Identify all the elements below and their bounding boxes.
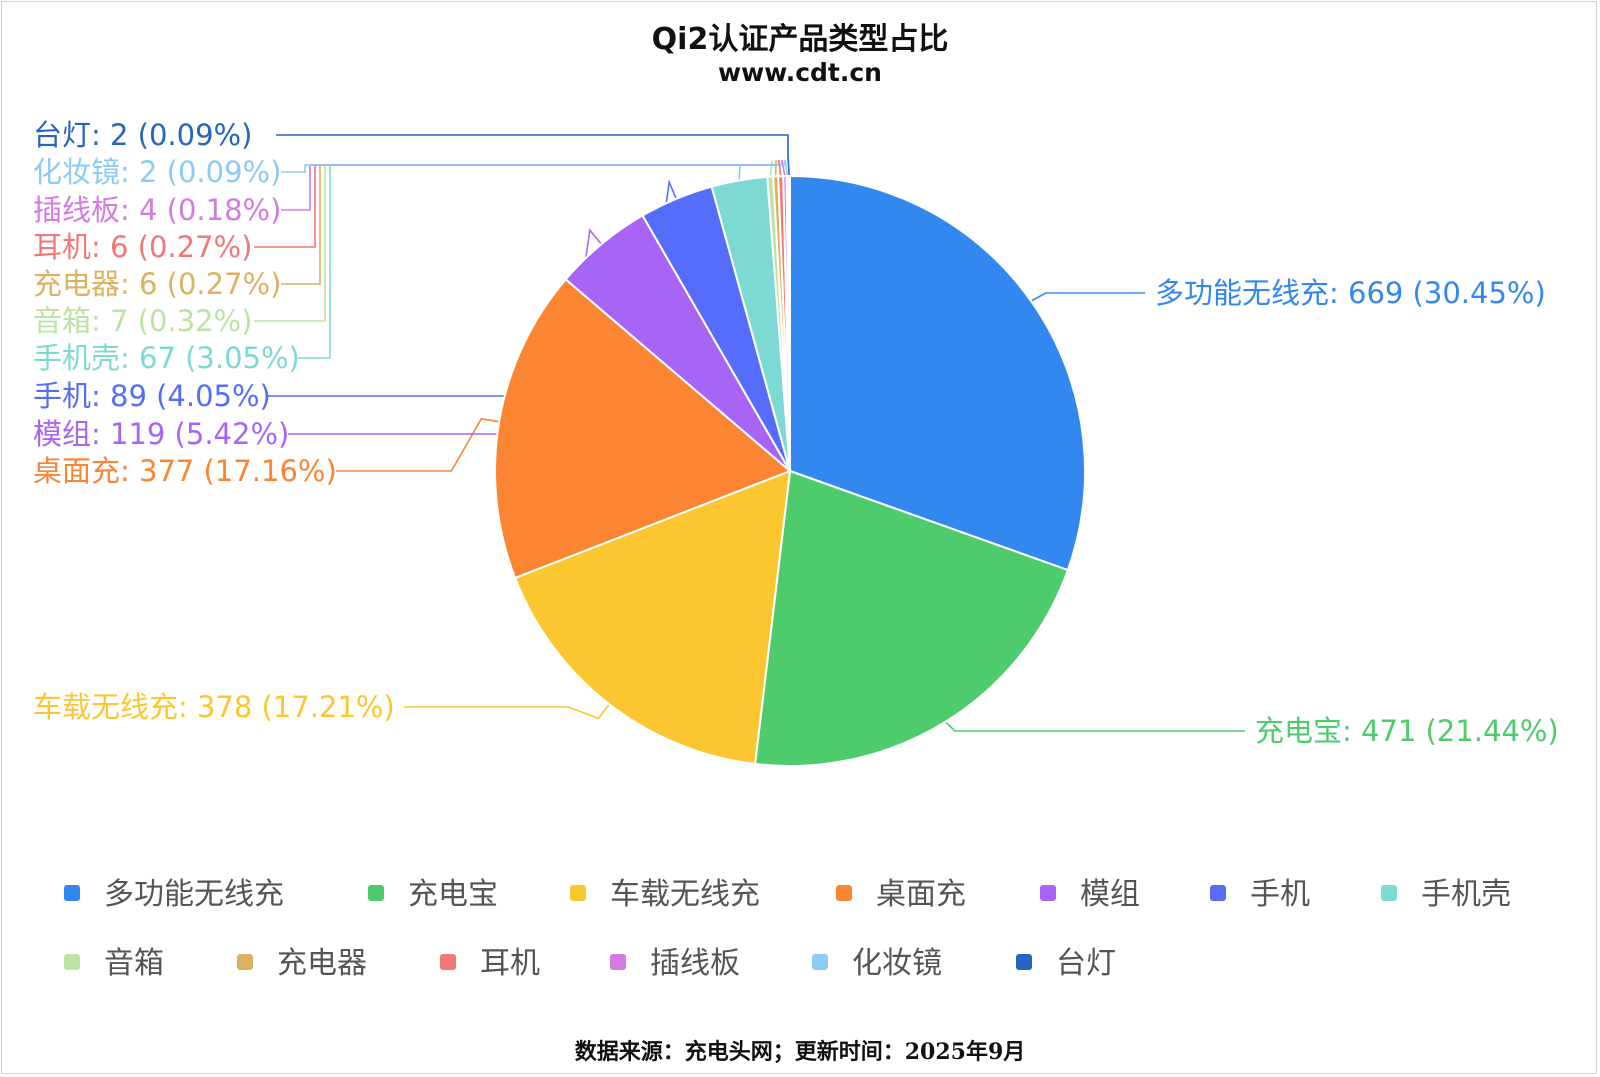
slice-12-label: 化妆镜: 2 (0.09%) <box>33 155 281 189</box>
legend-label-11[interactable]: 插线板 <box>650 946 740 981</box>
legend-label-13[interactable]: 台灯 <box>1056 946 1116 981</box>
slice-4-leader-line <box>336 417 500 472</box>
chart-subtitle: www.cdt.cn <box>718 58 882 87</box>
slice-labels: 多功能无线充: 669 (30.45%) 充电宝: 471 (21.44%) 车载无… <box>33 118 1559 748</box>
slice-7-label: 手机壳: 67 (3.05%) <box>33 341 300 375</box>
legend-label-12[interactable]: 化妆镜 <box>852 946 942 981</box>
legend-swatch-7[interactable] <box>1381 885 1397 901</box>
source-note: 数据来源：充电头网；更新时间：2025年9月 <box>574 1039 1026 1065</box>
legend-label-9[interactable]: 充电器 <box>277 946 367 981</box>
legend-swatch-1[interactable] <box>64 885 80 901</box>
slice-5-label: 模组: 119 (5.42%) <box>33 417 289 451</box>
legend-label-4[interactable]: 桌面充 <box>876 877 966 912</box>
legend-swatch-5[interactable] <box>1040 885 1056 901</box>
legend-label-2[interactable]: 充电宝 <box>408 877 498 912</box>
legend-swatch-6[interactable] <box>1210 885 1226 901</box>
slice-2 <box>753 469 1070 767</box>
legend-swatch-12[interactable] <box>812 954 828 970</box>
slice-2-label: 充电宝: 471 (21.44%) <box>1255 714 1559 748</box>
slice-4 <box>494 277 792 580</box>
legend-swatch-8[interactable] <box>64 954 80 970</box>
slice-13-label: 台灯: 2 (0.09%) <box>33 118 252 152</box>
legend-label-5[interactable]: 模组 <box>1080 877 1140 912</box>
slice-4-label: 桌面充: 377 (17.16%) <box>33 454 337 488</box>
legend-swatch-11[interactable] <box>610 954 626 970</box>
legend-swatch-4[interactable] <box>836 885 852 901</box>
slice-13-leader-line <box>276 134 790 177</box>
slice-1-leader-line <box>1030 292 1145 302</box>
legend-swatch-3[interactable] <box>570 885 586 901</box>
slice-10-label: 耳机: 6 (0.27%) <box>33 230 252 264</box>
legend-label-3[interactable]: 车载无线充 <box>610 877 760 912</box>
legend-swatch-13[interactable] <box>1016 954 1032 970</box>
slice-12-leader-line <box>281 159 789 177</box>
slice-1 <box>789 174 1086 572</box>
chart-title: Qi2认证产品类型占比 <box>651 22 949 57</box>
pie-slices <box>494 174 1086 767</box>
legend-label-10[interactable]: 耳机 <box>480 946 540 981</box>
slice-11-label: 插线板: 4 (0.18%) <box>33 193 281 227</box>
legend-label-8[interactable]: 音箱 <box>104 946 164 981</box>
slice-6-label: 手机: 89 (4.05%) <box>33 379 271 413</box>
legend-label-1[interactable]: 多功能无线充 <box>104 877 284 912</box>
slice-13 <box>787 174 791 472</box>
slice-1-label: 多功能无线充: 669 (30.45%) <box>1155 276 1546 310</box>
legend-label-6[interactable]: 手机 <box>1250 877 1310 912</box>
slice-3 <box>513 469 792 766</box>
legend-swatch-10[interactable] <box>440 954 456 970</box>
legend-swatch-9[interactable] <box>237 954 253 970</box>
slice-3-label: 车载无线充: 378 (17.21%) <box>33 690 395 724</box>
slice-3-leader-line <box>404 703 610 720</box>
slice-8-label: 音箱: 7 (0.32%) <box>33 304 252 338</box>
legend-label-7[interactable]: 手机壳 <box>1421 877 1511 912</box>
slice-9-label: 充电器: 6 (0.27%) <box>33 267 281 301</box>
slice-2-leader-line <box>944 721 1245 732</box>
legend-swatch-2[interactable] <box>368 885 384 901</box>
